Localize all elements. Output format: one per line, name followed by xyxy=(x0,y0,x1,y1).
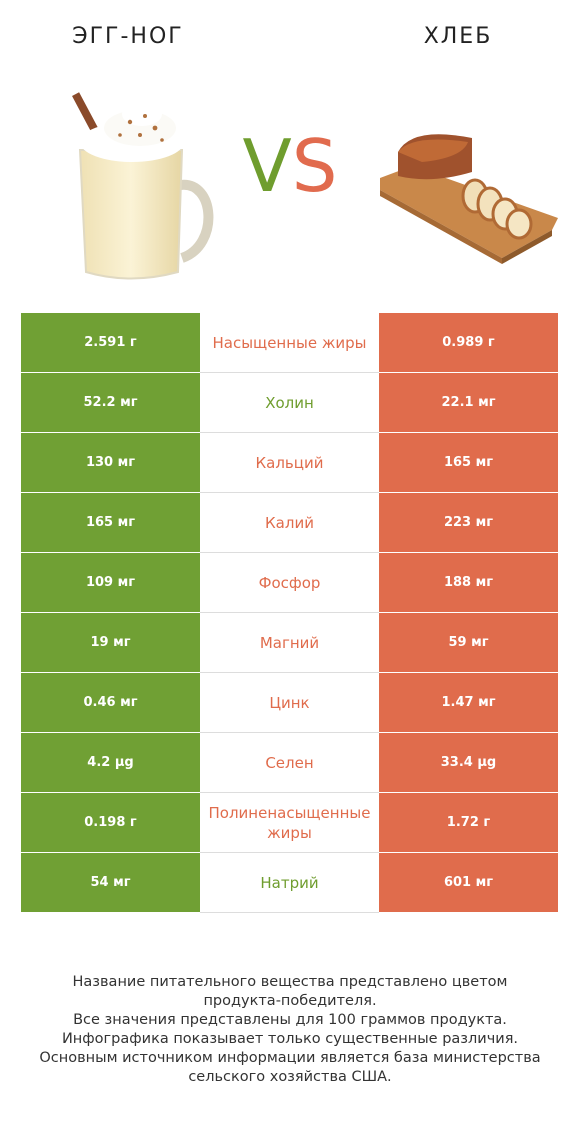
footer-line: сельского хозяйства США. xyxy=(188,1069,392,1085)
right-value: 223 мг xyxy=(379,493,558,553)
right-value: 59 мг xyxy=(379,613,558,673)
bread-on-board-image xyxy=(380,134,558,264)
right-food-title: ХЛЕБ xyxy=(423,24,493,49)
nutrient-name: Фосфор xyxy=(200,553,379,613)
right-value: 22.1 мг xyxy=(379,373,558,433)
left-value: 4.2 µg xyxy=(21,733,200,793)
right-value: 33.4 µg xyxy=(379,733,558,793)
vs-label: VS xyxy=(242,124,338,208)
right-value: 1.47 мг xyxy=(379,673,558,733)
footer-line: Название питательного вещества представл… xyxy=(72,974,508,990)
footer-line: Основным источником информации является … xyxy=(39,1050,541,1066)
right-value: 601 мг xyxy=(379,853,558,913)
nutrient-name: Калий xyxy=(200,493,379,553)
eggnog-glass-image xyxy=(72,92,214,280)
right-value: 188 мг xyxy=(379,553,558,613)
nutrient-name: Натрий xyxy=(200,853,379,913)
footer-note: Название питательного вещества представл… xyxy=(20,973,560,1087)
table-row: 4.2 µg Селен 33.4 µg xyxy=(21,733,558,793)
table-row: 0.46 мг Цинк 1.47 мг xyxy=(21,673,558,733)
right-value: 0.989 г xyxy=(379,313,558,373)
left-value: 109 мг xyxy=(21,553,200,613)
table-row: 109 мг Фосфор 188 мг xyxy=(21,553,558,613)
nutrient-name: Магний xyxy=(200,613,379,673)
nutrient-name: Селен xyxy=(200,733,379,793)
left-food-title: ЭГГ-НОГ xyxy=(72,24,184,49)
nutrient-name: Кальций xyxy=(200,433,379,493)
nutrient-name: Полиненасыщенные жиры xyxy=(200,793,379,853)
nutrient-name: Цинк xyxy=(200,673,379,733)
table-row: 130 мг Кальций 165 мг xyxy=(21,433,558,493)
nutrient-name: Холин xyxy=(200,373,379,433)
table-row: 0.198 г Полиненасыщенные жиры 1.72 г xyxy=(21,793,558,853)
left-value: 165 мг xyxy=(21,493,200,553)
left-value: 54 мг xyxy=(21,853,200,913)
left-value: 19 мг xyxy=(21,613,200,673)
table-row: 19 мг Магний 59 мг xyxy=(21,613,558,673)
right-value: 165 мг xyxy=(379,433,558,493)
comparison-table: 2.591 г Насыщенные жиры 0.989 г 52.2 мг Холи… xyxy=(21,313,558,913)
nutrient-name: Насыщенные жиры xyxy=(200,313,379,373)
left-value: 52.2 мг xyxy=(21,373,200,433)
footer-line: Все значения представлены для 100 граммо… xyxy=(73,1012,507,1028)
table-row: 54 мг Натрий 601 мг xyxy=(21,853,558,913)
footer-line: Инфографика показывает только существенн… xyxy=(61,1031,519,1047)
right-value: 1.72 г xyxy=(379,793,558,853)
left-value: 130 мг xyxy=(21,433,200,493)
table-row: 165 мг Калий 223 мг xyxy=(21,493,558,553)
left-value: 0.198 г xyxy=(21,793,200,853)
table-row: 2.591 г Насыщенные жиры 0.989 г xyxy=(21,313,558,373)
left-value: 2.591 г xyxy=(21,313,200,373)
table-row: 52.2 мг Холин 22.1 мг xyxy=(21,373,558,433)
footer-line: продукта-победителя. xyxy=(203,993,377,1009)
left-value: 0.46 мг xyxy=(21,673,200,733)
